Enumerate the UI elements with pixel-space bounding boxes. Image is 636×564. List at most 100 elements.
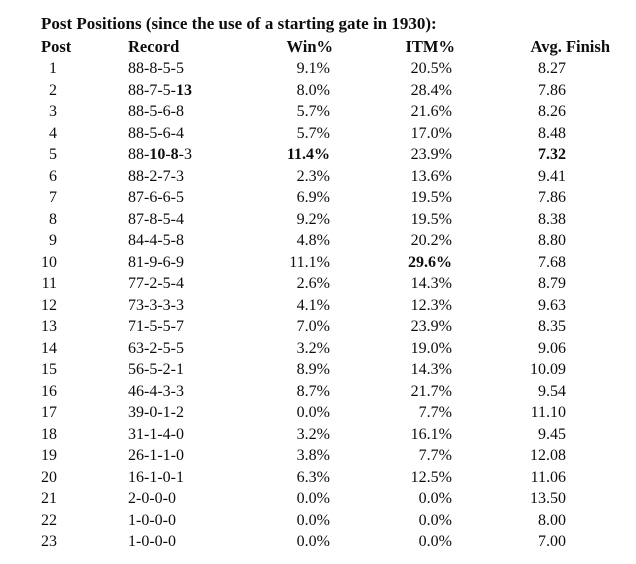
cell-win-pct: 2.6% xyxy=(296,275,330,292)
cell-itm-pct: 28.4% xyxy=(410,81,452,99)
table-body: 1 88-8-5-5 9.1% 20.5% 8.27 2 88-7-5-13 8.0% 28.4… xyxy=(38,58,613,553)
cell-itm-pct: 14.3% xyxy=(410,361,452,378)
cell-avg-finish: 8.26 xyxy=(538,103,566,120)
cell-itm-pct: 12.3% xyxy=(410,296,452,314)
column-header-itm-pct: ITM% xyxy=(405,37,456,56)
cell-record: 1-0-0-0 xyxy=(128,511,176,529)
column-header-record: Record xyxy=(128,37,180,56)
cell-avg-finish: 9.41 xyxy=(538,167,566,185)
cell-record: 2-0-0-0 xyxy=(128,490,176,507)
page-title: Post Positions (since the use of a start… xyxy=(41,14,437,33)
cell-avg-finish: 9.06 xyxy=(538,339,566,357)
cell-record: 81-9-6-9 xyxy=(128,253,184,271)
cell-itm-pct: 14.3% xyxy=(410,275,452,292)
table-row: 20 16-1-0-1 6.3% 12.5% 11.06 xyxy=(38,467,613,489)
cell-win-pct: 0.0% xyxy=(296,490,330,507)
cell-post: 17 xyxy=(41,404,57,421)
cell-itm-pct: 21.7% xyxy=(410,382,452,400)
cell-win-pct: 0.0% xyxy=(296,533,330,550)
cell-itm-pct: 29.6% xyxy=(408,253,452,271)
cell-win-pct: 9.2% xyxy=(296,210,330,228)
cell-record: 63-2-5-5 xyxy=(128,339,184,357)
cell-win-pct: 11.4% xyxy=(286,146,330,163)
cell-itm-pct: 23.9% xyxy=(410,318,452,335)
cell-post: 19 xyxy=(41,447,57,464)
table-row: 11 77-2-5-4 2.6% 14.3% 8.79 xyxy=(38,273,613,295)
cell-record: 16-1-0-1 xyxy=(128,468,184,486)
cell-post: 6 xyxy=(49,167,57,185)
table-row: 2 88-7-5-13 8.0% 28.4% 7.86 xyxy=(38,80,613,102)
cell-win-pct: 0.0% xyxy=(296,404,330,421)
table-row: 22 1-0-0-0 0.0% 0.0% 8.00 xyxy=(38,510,613,532)
post-positions-table: Post Record Win% ITM% Avg. Finish 1 88-8-… xyxy=(38,35,613,553)
cell-post: 14 xyxy=(41,339,57,357)
cell-win-pct: 4.1% xyxy=(296,296,330,314)
cell-post: 18 xyxy=(41,425,57,443)
table-row: 19 26-1-1-0 3.8% 7.7% 12.08 xyxy=(38,445,613,467)
table-row: 9 84-4-5-8 4.8% 20.2% 8.80 xyxy=(38,230,613,252)
cell-itm-pct: 21.6% xyxy=(410,103,452,120)
cell-record: 73-3-3-3 xyxy=(128,296,184,314)
cell-avg-finish: 10.09 xyxy=(530,361,566,378)
header-row: Post Record Win% ITM% Avg. Finish xyxy=(38,35,613,58)
cell-record: 1-0-0-0 xyxy=(128,533,176,550)
cell-avg-finish: 8.00 xyxy=(538,511,566,529)
cell-itm-pct: 17.0% xyxy=(410,124,452,142)
table-row: 23 1-0-0-0 0.0% 0.0% 7.00 xyxy=(38,531,613,553)
cell-itm-pct: 12.5% xyxy=(410,468,452,486)
table-row: 6 88-2-7-3 2.3% 13.6% 9.41 xyxy=(38,166,613,188)
cell-record: 88-8-5-5 xyxy=(128,60,184,77)
cell-post: 13 xyxy=(41,318,57,335)
cell-win-pct: 3.2% xyxy=(296,339,330,357)
cell-record: 84-4-5-8 xyxy=(128,232,184,249)
cell-win-pct: 3.2% xyxy=(296,425,330,443)
cell-avg-finish: 8.79 xyxy=(538,275,566,292)
cell-post: 3 xyxy=(49,103,57,120)
cell-win-pct: 8.9% xyxy=(296,361,330,378)
cell-post: 16 xyxy=(41,382,57,400)
cell-itm-pct: 19.0% xyxy=(410,339,452,357)
table-row: 17 39-0-1-2 0.0% 7.7% 11.10 xyxy=(38,402,613,424)
cell-win-pct: 6.9% xyxy=(296,189,330,206)
cell-record: 88-7-5-13 xyxy=(128,81,192,99)
cell-record: 46-4-3-3 xyxy=(128,382,184,400)
cell-itm-pct: 7.7% xyxy=(418,404,452,421)
cell-post: 5 xyxy=(49,146,57,163)
table-row: 13 71-5-5-7 7.0% 23.9% 8.35 xyxy=(38,316,613,338)
cell-post: 10 xyxy=(41,253,57,271)
cell-avg-finish: 8.38 xyxy=(538,210,566,228)
cell-itm-pct: 19.5% xyxy=(410,210,452,228)
table-row: 12 73-3-3-3 4.1% 12.3% 9.63 xyxy=(38,295,613,317)
cell-avg-finish: 8.27 xyxy=(538,60,566,77)
cell-post: 8 xyxy=(49,210,57,228)
cell-post: 23 xyxy=(41,533,57,550)
table-row: 16 46-4-3-3 8.7% 21.7% 9.54 xyxy=(38,381,613,403)
column-header-post: Post xyxy=(41,37,72,56)
table-row: 4 88-5-6-4 5.7% 17.0% 8.48 xyxy=(38,123,613,145)
cell-avg-finish: 9.63 xyxy=(538,296,566,314)
cell-post: 9 xyxy=(49,232,57,249)
table-row: 1 88-8-5-5 9.1% 20.5% 8.27 xyxy=(38,58,613,80)
cell-itm-pct: 0.0% xyxy=(418,511,452,529)
cell-win-pct: 11.1% xyxy=(289,253,330,271)
table-row: 10 81-9-6-9 11.1% 29.6% 7.68 xyxy=(38,252,613,274)
cell-avg-finish: 11.06 xyxy=(530,468,566,486)
cell-avg-finish: 7.32 xyxy=(538,146,566,163)
cell-avg-finish: 7.00 xyxy=(538,533,566,550)
cell-post: 20 xyxy=(41,468,57,486)
cell-record: 71-5-5-7 xyxy=(128,318,184,335)
cell-win-pct: 4.8% xyxy=(296,232,330,249)
cell-record: 56-5-2-1 xyxy=(128,361,184,378)
cell-itm-pct: 13.6% xyxy=(410,167,452,185)
cell-itm-pct: 20.2% xyxy=(410,232,452,249)
cell-post: 21 xyxy=(41,490,57,507)
table-row: 5 88-10-8-3 11.4% 23.9% 7.32 xyxy=(38,144,613,166)
cell-record: 26-1-1-0 xyxy=(128,447,184,464)
cell-itm-pct: 20.5% xyxy=(410,60,452,77)
cell-win-pct: 7.0% xyxy=(296,318,330,335)
cell-avg-finish: 8.80 xyxy=(538,232,566,249)
cell-post: 4 xyxy=(49,124,57,142)
cell-avg-finish: 11.10 xyxy=(530,404,566,421)
table-row: 15 56-5-2-1 8.9% 14.3% 10.09 xyxy=(38,359,613,381)
